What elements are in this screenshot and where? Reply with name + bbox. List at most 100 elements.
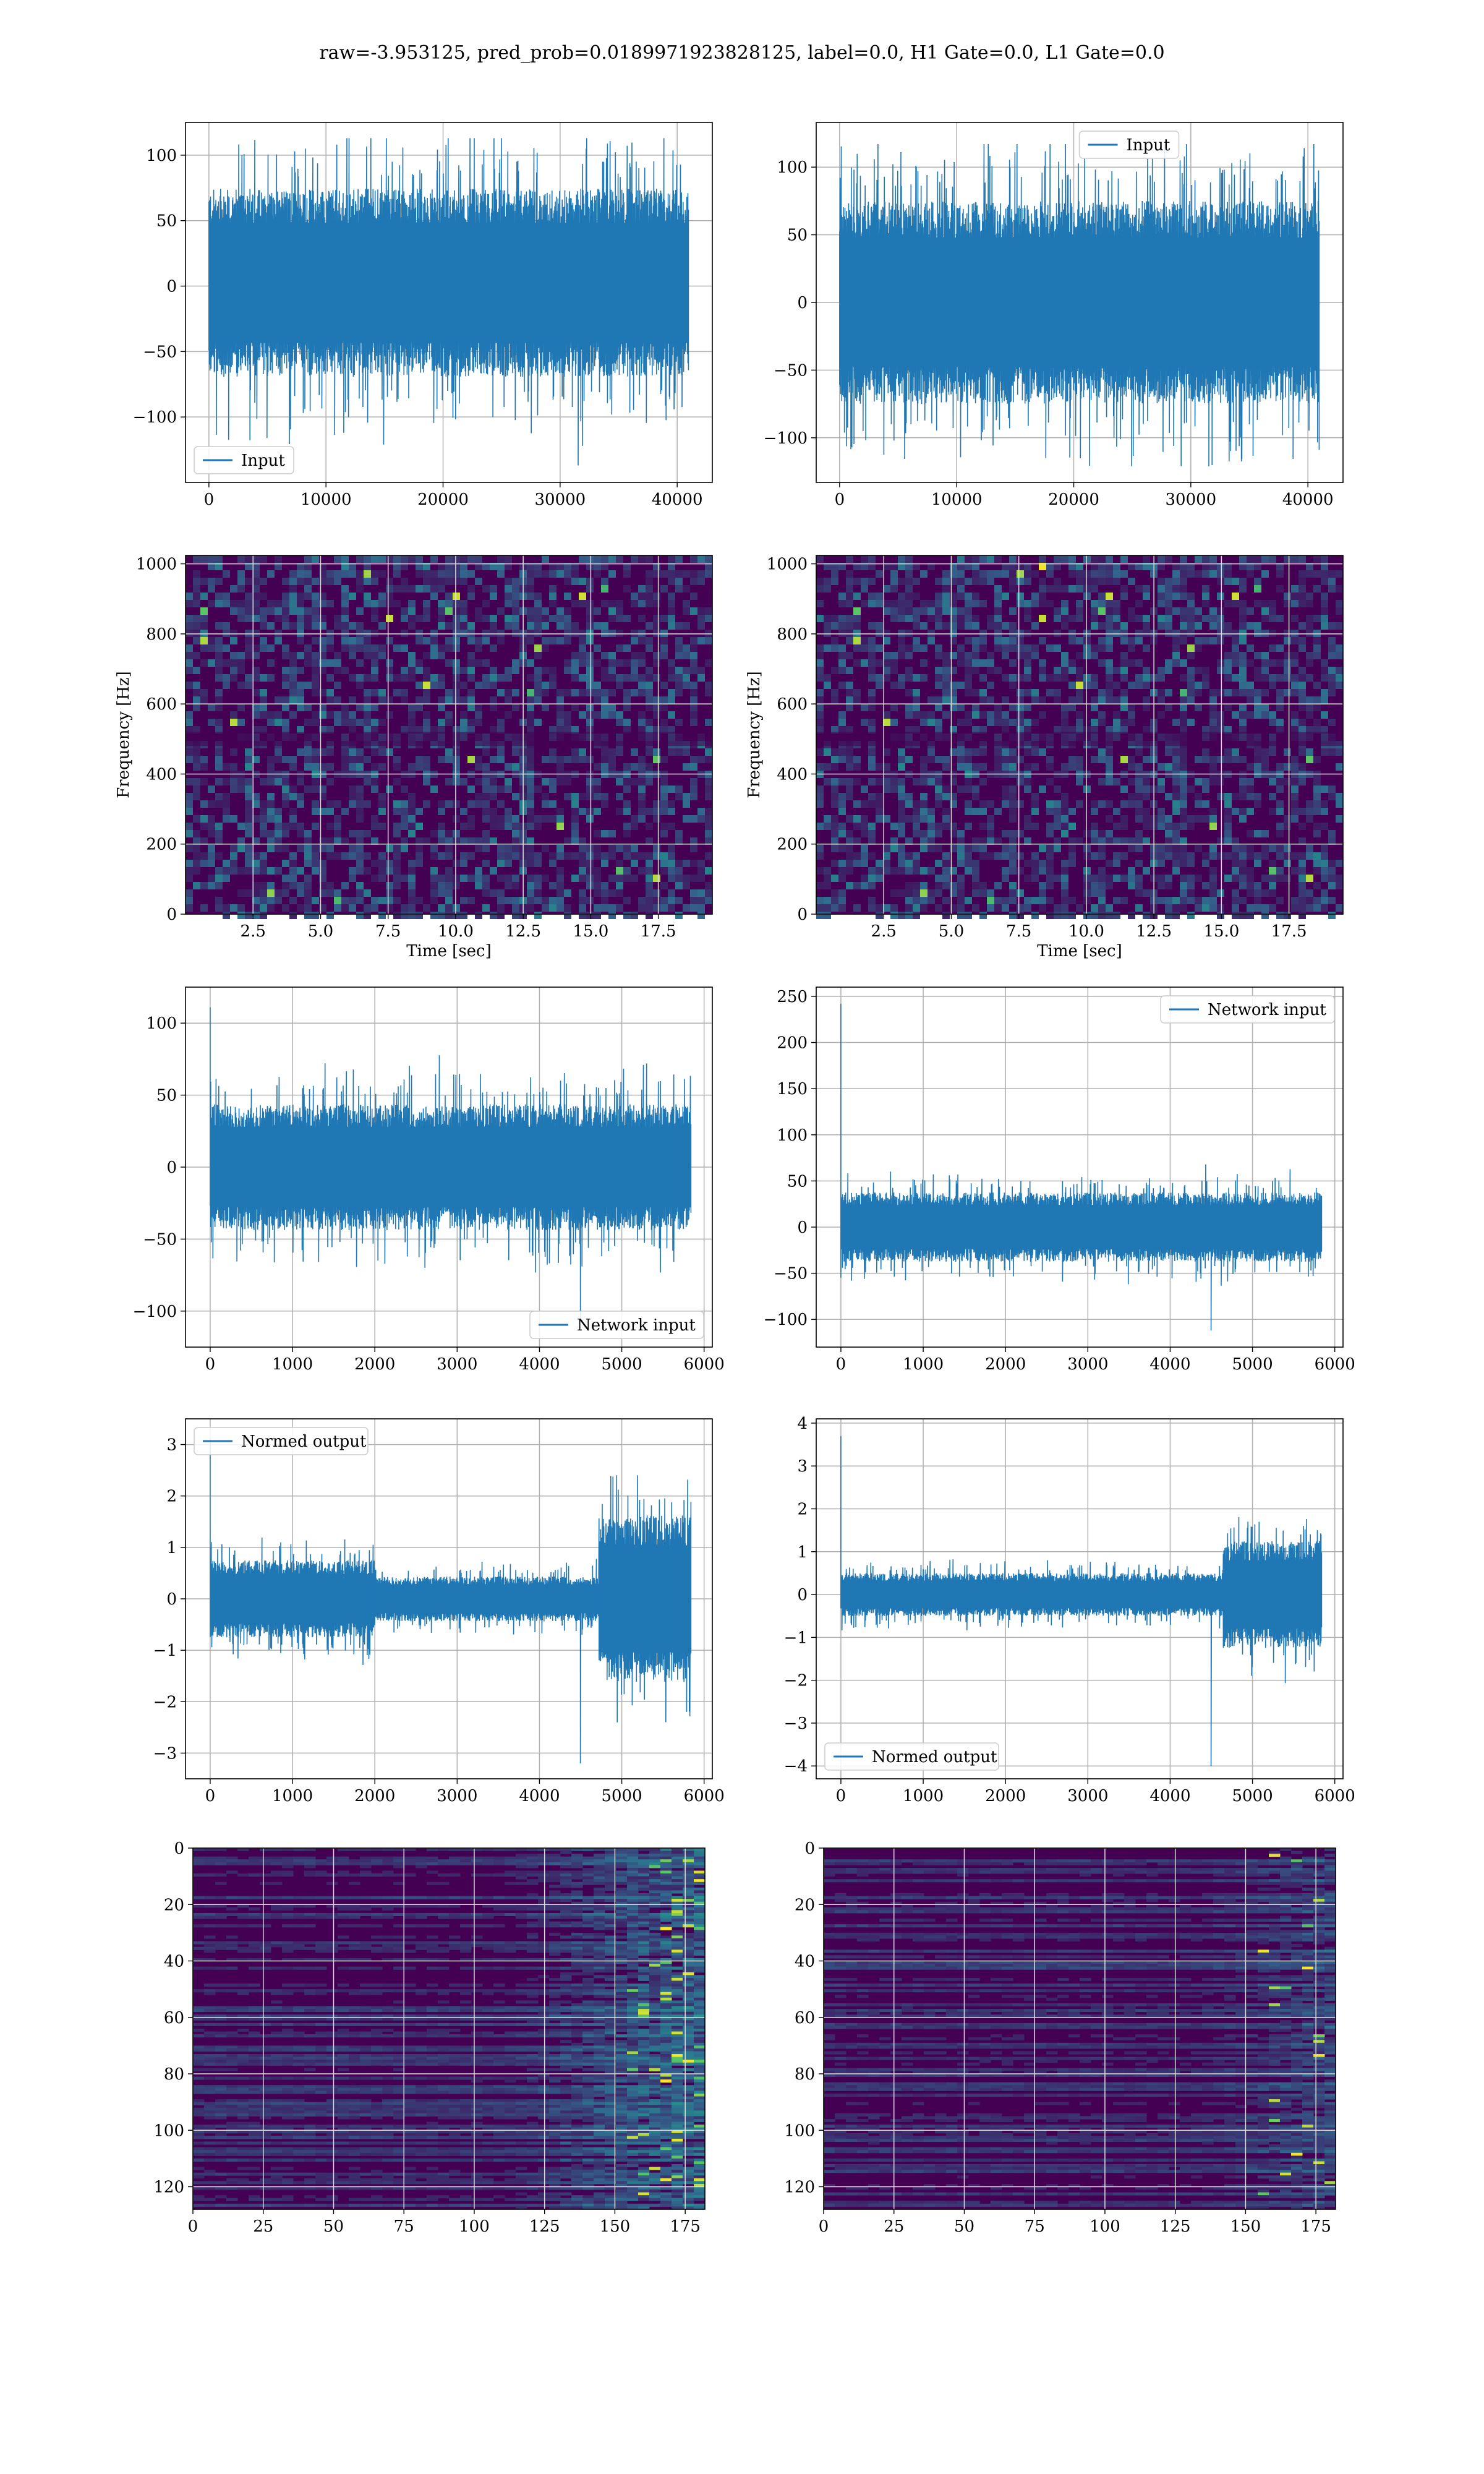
heatmap-cell [260, 615, 267, 622]
heatmap-cell [386, 696, 393, 704]
heatmap-cell [549, 1876, 561, 1880]
heatmap-cell [378, 644, 386, 652]
heatmap-cell [1247, 682, 1254, 689]
heatmap-cell [527, 689, 534, 696]
heatmap-cell [186, 875, 193, 882]
heatmap-cell [582, 1935, 594, 1939]
heatmap-cell [623, 563, 631, 570]
heatmap-cell [868, 578, 876, 585]
heatmap-cell [1202, 555, 1209, 563]
heatmap-cell [1328, 682, 1336, 689]
heatmap-cell [404, 1859, 416, 1863]
heatmap-cell [249, 1856, 260, 1860]
heatmap-cell [638, 1893, 650, 1897]
heatmap-cell [668, 659, 675, 667]
x-tick-label: 10.0 [438, 922, 474, 941]
heatmap-cell [1313, 882, 1321, 889]
heatmap-cell [512, 585, 519, 593]
heatmap-cell [1306, 593, 1313, 600]
heatmap-cell [1031, 875, 1039, 882]
heatmap-cell [349, 875, 356, 882]
heatmap-cell [497, 637, 505, 644]
heatmap-cell [252, 555, 260, 563]
heatmap-cell [1083, 644, 1091, 652]
heatmap-cell [646, 875, 653, 882]
heatmap-cell [215, 1912, 227, 1916]
heatmap-cell [230, 904, 237, 912]
heatmap-cell [267, 607, 275, 615]
heatmap-cell [490, 630, 497, 637]
heatmap-cell [453, 882, 460, 889]
heatmap-cell [1120, 800, 1128, 808]
heatmap-cell [393, 674, 401, 682]
heatmap-cell [660, 1910, 672, 1914]
heatmap-cell [560, 1915, 572, 1919]
heatmap-cell [1172, 778, 1180, 785]
heatmap-cell [349, 793, 356, 800]
heatmap-cell [527, 593, 534, 600]
heatmap-cell [512, 667, 519, 674]
heatmap-cell [260, 689, 267, 696]
heatmap-cell [965, 667, 972, 674]
heatmap-cell [994, 852, 1002, 860]
heatmap-cell [868, 852, 876, 860]
heatmap-cell [1284, 600, 1291, 607]
heatmap-cell [356, 852, 364, 860]
heatmap-cell [282, 845, 289, 852]
heatmap-cell [512, 763, 519, 771]
heatmap-cell [1172, 763, 1180, 771]
heatmap-cell [249, 1907, 260, 1911]
heatmap-cell [608, 600, 616, 607]
heatmap-cell [1061, 719, 1068, 726]
heatmap-cell [1128, 615, 1135, 622]
heatmap-cell [1120, 815, 1128, 823]
heatmap-cell [608, 830, 616, 837]
heatmap-cell [1143, 912, 1150, 919]
heatmap-cell [1076, 689, 1083, 696]
heatmap-cell [623, 726, 631, 734]
heatmap-cell [1306, 756, 1313, 763]
heatmap-cell [297, 800, 304, 808]
heatmap-cell [1091, 719, 1098, 726]
heatmap-cell [1106, 667, 1113, 674]
heatmap-cell [1180, 622, 1187, 630]
heatmap-cell [482, 875, 490, 882]
heatmap-cell [660, 1885, 672, 1888]
heatmap-cell [564, 778, 571, 785]
heatmap-cell [341, 600, 349, 607]
heatmap-cell [816, 845, 824, 852]
heatmap-cell [890, 667, 898, 674]
heatmap-cell [315, 1896, 327, 1899]
heatmap-cell [1135, 748, 1143, 756]
heatmap-cell [927, 600, 935, 607]
heatmap-cell [660, 1879, 672, 1883]
heatmap-cell [1172, 800, 1180, 808]
heatmap-cell [972, 563, 979, 570]
heatmap-cell [1002, 852, 1009, 860]
heatmap-cell [527, 785, 534, 793]
heatmap-cell [668, 808, 675, 815]
x-tick-label: 3000 [437, 1355, 477, 1374]
heatmap-cell [505, 622, 512, 630]
heatmap-cell [453, 763, 460, 771]
heatmap-cell [653, 756, 660, 763]
heatmap-cell [1284, 778, 1291, 785]
heatmap-cell [920, 800, 927, 808]
heatmap-cell [237, 682, 245, 689]
heatmap-cell [297, 830, 304, 837]
y-axis-label: Frequency [Hz] [745, 671, 764, 798]
heatmap-cell [1291, 682, 1298, 689]
heatmap-cell [694, 1870, 706, 1874]
heatmap-cell [1009, 578, 1017, 585]
heatmap-cell [1009, 719, 1017, 726]
heatmap-cell [1158, 674, 1165, 682]
heatmap-cell [675, 674, 683, 682]
heatmap-cell [267, 889, 275, 897]
heatmap-cell [556, 845, 564, 852]
heatmap-cell [208, 719, 215, 726]
heatmap-cell [616, 555, 623, 563]
heatmap-cell [694, 1912, 706, 1916]
heatmap-cell [467, 837, 475, 845]
y-tick-label: −2 [153, 1693, 177, 1711]
heatmap-cell [1209, 904, 1217, 912]
